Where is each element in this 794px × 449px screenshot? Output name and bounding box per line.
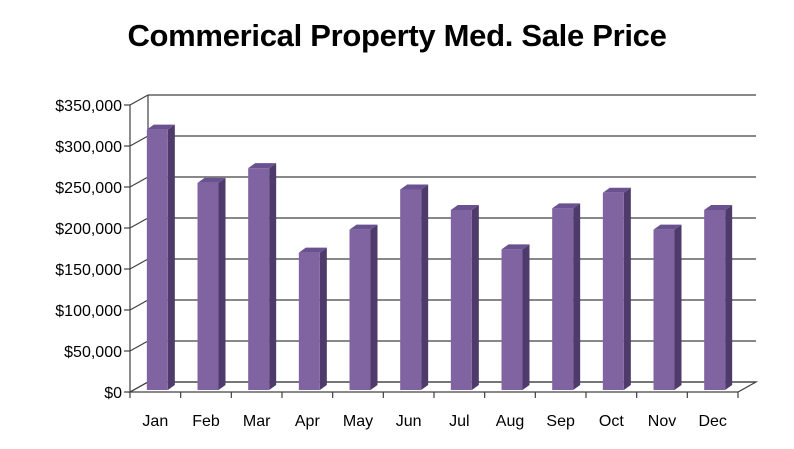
y-tick-label: $100,000 bbox=[55, 303, 122, 320]
bar-jun bbox=[400, 189, 422, 390]
bar-top bbox=[248, 163, 277, 169]
bar-top bbox=[501, 244, 530, 250]
gridline-diagonal bbox=[129, 258, 149, 270]
bar-jan bbox=[146, 129, 168, 390]
x-tick-label: Oct bbox=[599, 413, 624, 430]
gridline-diagonal bbox=[129, 176, 149, 188]
bar-top bbox=[146, 124, 175, 130]
y-tick-label: $50,000 bbox=[64, 344, 122, 361]
x-tick-label: Jul bbox=[449, 413, 469, 430]
x-tick-label: May bbox=[343, 413, 373, 430]
bar-side bbox=[269, 163, 277, 390]
bar-sep bbox=[552, 208, 574, 390]
bar-top bbox=[653, 224, 682, 230]
x-tick-label: Nov bbox=[648, 413, 676, 430]
bar-oct bbox=[602, 192, 624, 390]
bar-side bbox=[421, 184, 429, 390]
y-tick-label: $300,000 bbox=[55, 139, 122, 156]
bar-top bbox=[450, 204, 479, 210]
bar-side bbox=[471, 204, 479, 390]
bar-mar bbox=[248, 168, 270, 390]
bar-top bbox=[197, 177, 226, 183]
bar-side bbox=[522, 244, 530, 390]
gridline-diagonal bbox=[129, 135, 149, 147]
y-tick-label: $250,000 bbox=[55, 180, 122, 197]
x-tick-label: Apr bbox=[295, 413, 321, 430]
bar-side bbox=[725, 204, 733, 390]
gridline-diagonal bbox=[129, 340, 149, 352]
gridline-diagonal bbox=[129, 94, 149, 106]
x-tick-label: Sep bbox=[546, 413, 575, 430]
bar-jul bbox=[450, 209, 472, 390]
bar-top bbox=[349, 224, 378, 230]
y-tick-label: $350,000 bbox=[55, 98, 122, 115]
x-tick-label: Jun bbox=[396, 413, 422, 430]
x-tick-label: Jan bbox=[142, 413, 168, 430]
bar-may bbox=[349, 229, 371, 390]
gridline-diagonal bbox=[129, 217, 149, 229]
bar-feb bbox=[197, 182, 219, 390]
y-tick-label: $0 bbox=[104, 385, 122, 402]
bar-top bbox=[400, 184, 429, 190]
bar-top bbox=[552, 203, 581, 209]
bar-top bbox=[704, 204, 733, 210]
bar-side bbox=[167, 124, 175, 390]
x-tick-label: Mar bbox=[243, 413, 271, 430]
gridline-diagonal bbox=[129, 299, 149, 311]
x-tick-label: Dec bbox=[698, 413, 726, 430]
bar-side bbox=[319, 247, 327, 390]
chart-title: Commerical Property Med. Sale Price bbox=[127, 18, 667, 53]
bar-top bbox=[602, 187, 631, 193]
bar-side bbox=[623, 187, 631, 390]
x-tick-label: Feb bbox=[192, 413, 220, 430]
bar-side bbox=[218, 177, 226, 390]
bar-side bbox=[674, 224, 682, 390]
bar-top bbox=[298, 247, 327, 253]
y-tick-label: $150,000 bbox=[55, 262, 122, 279]
x-tick-label: Aug bbox=[496, 413, 524, 430]
bar-side bbox=[573, 203, 581, 390]
bar-apr bbox=[298, 252, 320, 390]
bar-side bbox=[370, 224, 378, 390]
bar-dec bbox=[704, 209, 726, 390]
bar-aug bbox=[501, 249, 523, 390]
bar-nov bbox=[653, 229, 675, 390]
y-tick-label: $200,000 bbox=[55, 221, 122, 238]
